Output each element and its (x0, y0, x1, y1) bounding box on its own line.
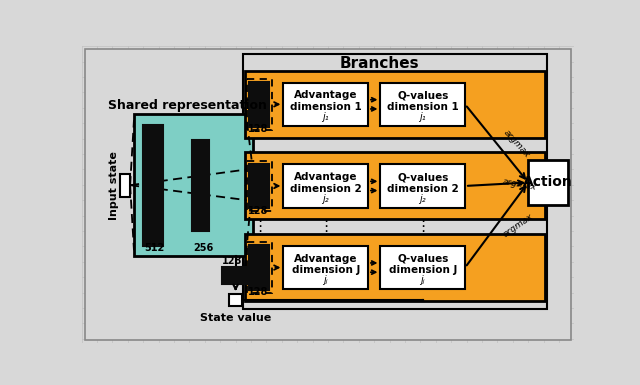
Text: Branches: Branches (340, 56, 419, 70)
Text: ⋮: ⋮ (415, 219, 430, 234)
Text: Advantage
dimension 2: Advantage dimension 2 (290, 172, 362, 194)
Text: argmax: argmax (501, 177, 537, 192)
Text: 128: 128 (248, 287, 268, 297)
Text: Q-values
dimension 1: Q-values dimension 1 (387, 90, 459, 112)
Text: ⋮: ⋮ (252, 219, 267, 234)
Bar (243, 54, 547, 309)
Bar (134, 114, 253, 256)
Text: Q-values
dimension 2: Q-values dimension 2 (387, 172, 459, 194)
Text: Shared representation: Shared representation (108, 99, 267, 112)
Bar (230, 294, 242, 306)
Bar (245, 152, 545, 219)
Bar (284, 83, 368, 126)
Bar (247, 79, 272, 130)
Text: jⱼ: jⱼ (420, 275, 425, 285)
Bar (380, 164, 465, 208)
Bar (284, 246, 368, 289)
Text: 128: 128 (222, 256, 243, 266)
Bar (222, 267, 249, 284)
Text: ⋮: ⋮ (318, 219, 333, 234)
Text: 256: 256 (193, 243, 214, 253)
Text: Q-values
dimension J: Q-values dimension J (388, 254, 457, 275)
Text: 512: 512 (145, 243, 165, 253)
Bar (250, 82, 269, 127)
Text: j₂: j₂ (323, 194, 329, 204)
Bar (247, 242, 272, 293)
Bar (192, 140, 209, 231)
Text: jⱼ: jⱼ (323, 275, 328, 285)
Text: j₂: j₂ (419, 194, 426, 204)
Text: Input state: Input state (109, 151, 119, 219)
Text: 128: 128 (248, 124, 268, 134)
Bar (528, 160, 568, 205)
Bar (120, 174, 130, 197)
Text: 128: 128 (248, 206, 268, 216)
Bar (245, 234, 545, 301)
Bar (284, 164, 368, 208)
Text: argmax: argmax (501, 211, 535, 239)
Text: Advantage
dimension 1: Advantage dimension 1 (290, 90, 362, 112)
Bar (250, 164, 269, 208)
Text: Advantage
dimension J: Advantage dimension J (291, 254, 360, 275)
Bar (380, 83, 465, 126)
Text: Action: Action (524, 176, 573, 189)
Text: argmax: argmax (501, 127, 531, 159)
Bar (380, 246, 465, 289)
Text: State value: State value (200, 313, 271, 323)
Text: j₁: j₁ (323, 112, 329, 122)
Text: j₁: j₁ (419, 112, 426, 122)
Bar (247, 161, 272, 211)
Bar (245, 71, 545, 138)
Bar (143, 125, 163, 246)
Bar (250, 245, 269, 290)
